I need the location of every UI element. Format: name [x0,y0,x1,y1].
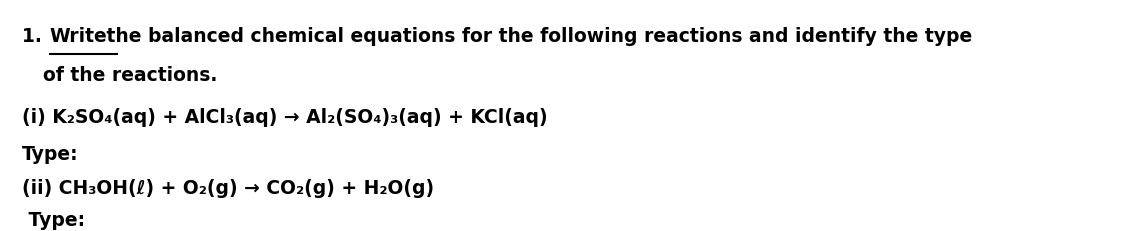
Text: the balanced chemical equations for the following reactions and identify the typ: the balanced chemical equations for the … [100,27,972,46]
Text: (ii) CH₃OH(ℓ) + O₂(g) → CO₂(g) + H₂O(g): (ii) CH₃OH(ℓ) + O₂(g) → CO₂(g) + H₂O(g) [22,178,434,197]
Text: Write: Write [50,27,107,46]
Text: Type:: Type: [22,144,79,163]
Text: of the reactions.: of the reactions. [43,65,217,84]
Text: 1.: 1. [22,27,48,46]
Text: Type:: Type: [22,210,86,229]
Text: (i) K₂SO₄(aq) + AlCl₃(aq) → Al₂(SO₄)₃(aq) + KCl(aq): (i) K₂SO₄(aq) + AlCl₃(aq) → Al₂(SO₄)₃(aq… [22,108,548,127]
